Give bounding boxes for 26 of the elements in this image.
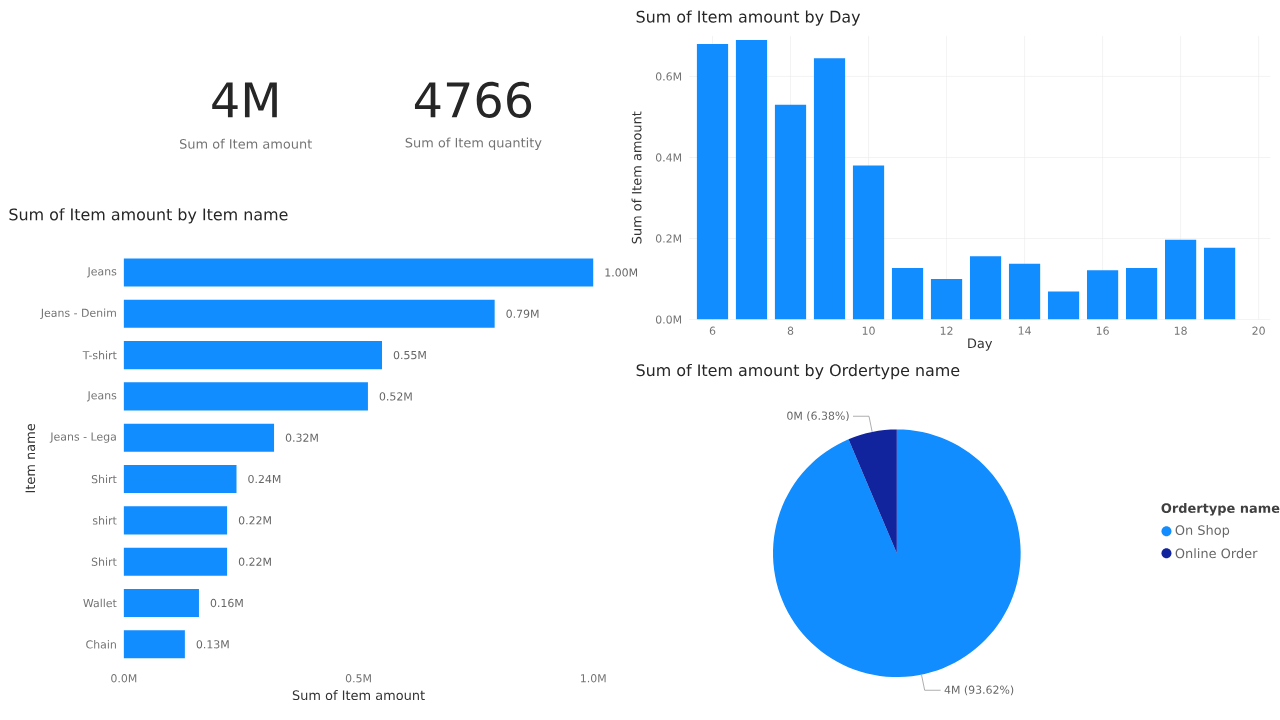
bar	[123, 506, 228, 535]
bar	[123, 341, 383, 370]
bar	[123, 424, 275, 453]
bar	[813, 58, 846, 321]
bar	[1086, 270, 1119, 321]
bar	[852, 166, 885, 321]
bar	[1008, 264, 1041, 321]
bar	[123, 300, 495, 329]
bar	[1047, 292, 1080, 321]
bar	[1204, 248, 1236, 321]
text: 4M	[212, 82, 277, 118]
bar	[1125, 268, 1158, 321]
bar	[1165, 240, 1197, 321]
bar	[696, 44, 729, 321]
bar	[774, 105, 807, 321]
text: 4766	[414, 82, 532, 119]
bar	[123, 258, 594, 287]
bar	[123, 465, 237, 494]
bar	[735, 40, 768, 321]
bar	[891, 268, 924, 321]
bar	[123, 630, 185, 659]
bar	[123, 382, 368, 411]
bar	[123, 589, 199, 618]
bar	[123, 548, 228, 577]
bar	[969, 256, 1002, 321]
bar	[930, 279, 963, 321]
